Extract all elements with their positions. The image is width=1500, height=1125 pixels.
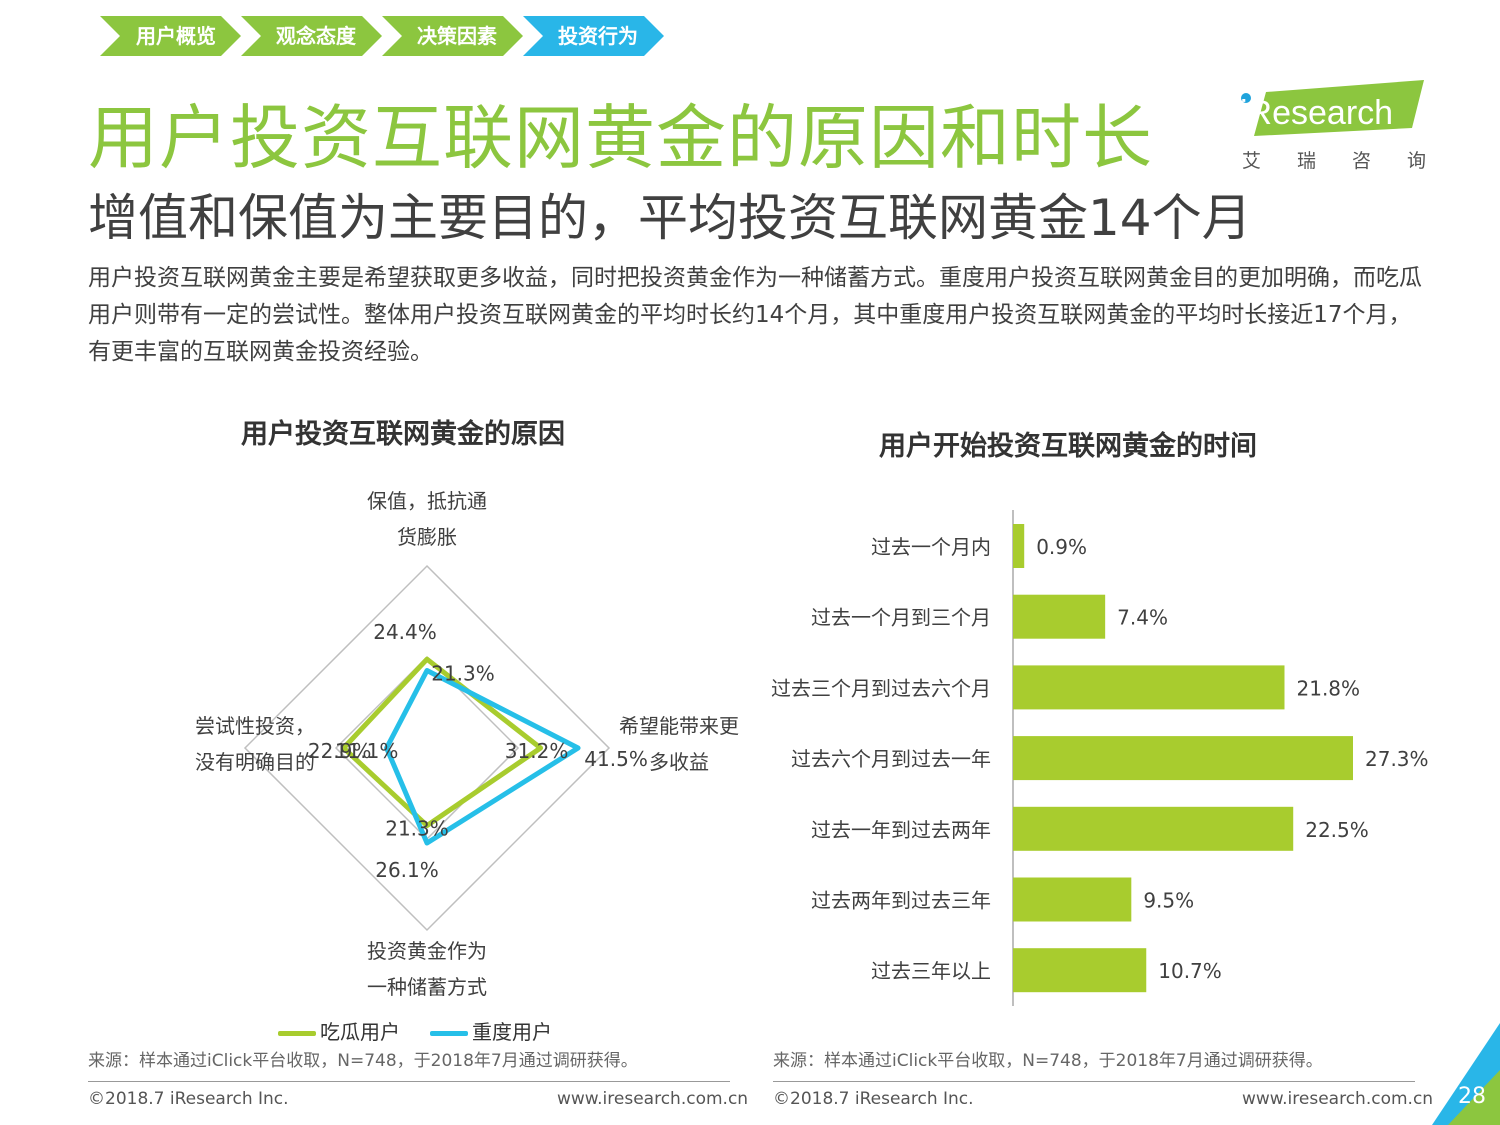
nav-chevron-1: [241, 16, 382, 56]
corner-decoration: [1432, 1023, 1500, 1125]
radar-series-0: [341, 656, 544, 829]
radar-data-label: 21.3%: [431, 661, 495, 685]
bar-chart-title: 用户开始投资互联网黄金的时间: [879, 431, 1257, 462]
radar-axis-label: 希望能带来更: [619, 714, 739, 738]
radar-chart-title: 用户投资互联网黄金的原因: [241, 419, 565, 450]
radar-axis-label: 尝试性投资，: [195, 714, 315, 738]
copyright-left: ©2018.7 iResearch Inc.: [88, 1089, 289, 1109]
bar-value-label: 10.7%: [1158, 959, 1222, 983]
bar-category-label: 过去三个月到过去六个月: [771, 676, 991, 700]
radar-data-label: 11.1%: [335, 739, 399, 763]
bar-category-label: 过去一年到过去两年: [811, 818, 991, 842]
bar-category-label: 过去两年到过去三年: [811, 889, 991, 913]
nav-item-decision[interactable]: 决策因素: [417, 24, 497, 48]
nav-chevron-0: [100, 16, 241, 56]
radar-axis-label: 投资黄金作为: [367, 939, 487, 963]
iresearch-logo: iResearch: [1240, 80, 1424, 136]
nav-chevrons: [100, 16, 664, 56]
logo-brand-text: iResearch: [1240, 94, 1393, 132]
logo-subtitle: 艾瑞咨询: [1242, 150, 1463, 172]
radar-series-1: [384, 667, 581, 846]
legend-swatch-heavy: [430, 1031, 468, 1036]
bar-category-label: 过去三年以上: [871, 959, 991, 983]
nav-chevron-3: [523, 16, 664, 56]
bar: [1013, 736, 1353, 781]
logo-banner: [1254, 80, 1424, 136]
bar-value-label: 7.4%: [1117, 606, 1168, 630]
radar-grid-ring-1: [243, 564, 611, 932]
radar-data-label: 41.5%: [584, 747, 648, 771]
website-left[interactable]: www.iresearch.com.cn: [557, 1089, 749, 1109]
bar: [1013, 524, 1025, 568]
radar-axis-label: 一种储蓄方式: [367, 975, 487, 999]
page-number: 28: [1458, 1084, 1486, 1109]
page-title: 用户投资互联网黄金的原因和时长: [88, 97, 1153, 179]
bar-value-label: 21.8%: [1297, 676, 1361, 700]
radar-axis-label: 货膨胀: [397, 525, 457, 549]
bar-value-label: 27.3%: [1365, 747, 1429, 771]
copyright-right: ©2018.7 iResearch Inc.: [773, 1089, 974, 1109]
footer-divider-right: [773, 1081, 1415, 1082]
nav-item-attitude[interactable]: 观念态度: [276, 24, 356, 48]
bar: [1013, 594, 1106, 639]
legend-item-heavy: 重度用户: [430, 1016, 552, 1045]
source-note-right: 来源：样本通过iClick平台收取，N=748，于2018年7月通过调研获得。: [773, 1051, 1323, 1071]
website-right[interactable]: www.iresearch.com.cn: [1242, 1089, 1434, 1109]
radar-data-label: 21.3%: [385, 817, 449, 841]
bar-chart: 过去一个月内 0.9% 过去一个月到三个月 7.4% 过去三个月到过去六个月 21.8% 过…: [771, 510, 1429, 1006]
footer-divider-left: [88, 1081, 730, 1082]
bar-value-label: 9.5%: [1143, 889, 1194, 913]
summary-paragraph: 用户投资互联网黄金主要是希望获取更多收益，同时把投资黄金作为一种储蓄方式。重度用…: [88, 265, 1422, 365]
bar: [1013, 948, 1147, 993]
bar: [1013, 665, 1285, 710]
source-note-left: 来源：样本通过iClick平台收取，N=748，于2018年7月通过调研获得。: [88, 1051, 638, 1071]
bar-category-label: 过去六个月到过去一年: [791, 747, 991, 771]
radar-data-label: 24.4%: [373, 620, 437, 644]
radar-data-label: 26.1%: [375, 858, 439, 882]
logo-dot: [1241, 93, 1251, 103]
page-subtitle: 增值和保值为主要目的，平均投资互联网黄金14个月: [88, 189, 1252, 247]
bar-category-label: 过去一个月内: [871, 535, 991, 559]
legend-item-casual: 吃瓜用户: [278, 1016, 400, 1045]
bar-category-label: 过去一个月到三个月: [811, 606, 991, 630]
radar-axis-label: 保值，抵抗通: [367, 489, 487, 513]
bar-value-label: 22.5%: [1305, 818, 1369, 842]
nav-item-overview[interactable]: 用户概览: [136, 24, 216, 48]
legend-swatch-casual: [278, 1031, 316, 1036]
bar: [1013, 806, 1294, 851]
radar-data-label: 22.9%: [308, 739, 372, 763]
bar: [1013, 877, 1132, 922]
section-nav: 用户概览 观念态度 决策因素 投资行为: [100, 16, 700, 58]
nav-item-behavior[interactable]: 投资行为: [558, 24, 638, 48]
legend-label-casual: 吃瓜用户: [320, 1020, 400, 1044]
radar-chart: 24.4% 31.2% 21.3% 22.9% 21.3% 41.5% 26.1% 11.1%…: [195, 489, 739, 999]
bar-value-label: 0.9%: [1036, 535, 1087, 559]
radar-axis-label: 没有明确目的: [195, 750, 315, 774]
radar-axis-label: 多收益: [649, 750, 709, 774]
corner-green: [1448, 1070, 1500, 1125]
nav-chevron-2: [382, 16, 523, 56]
legend-label-heavy: 重度用户: [472, 1020, 552, 1044]
radar-data-label: 31.2%: [505, 739, 569, 763]
